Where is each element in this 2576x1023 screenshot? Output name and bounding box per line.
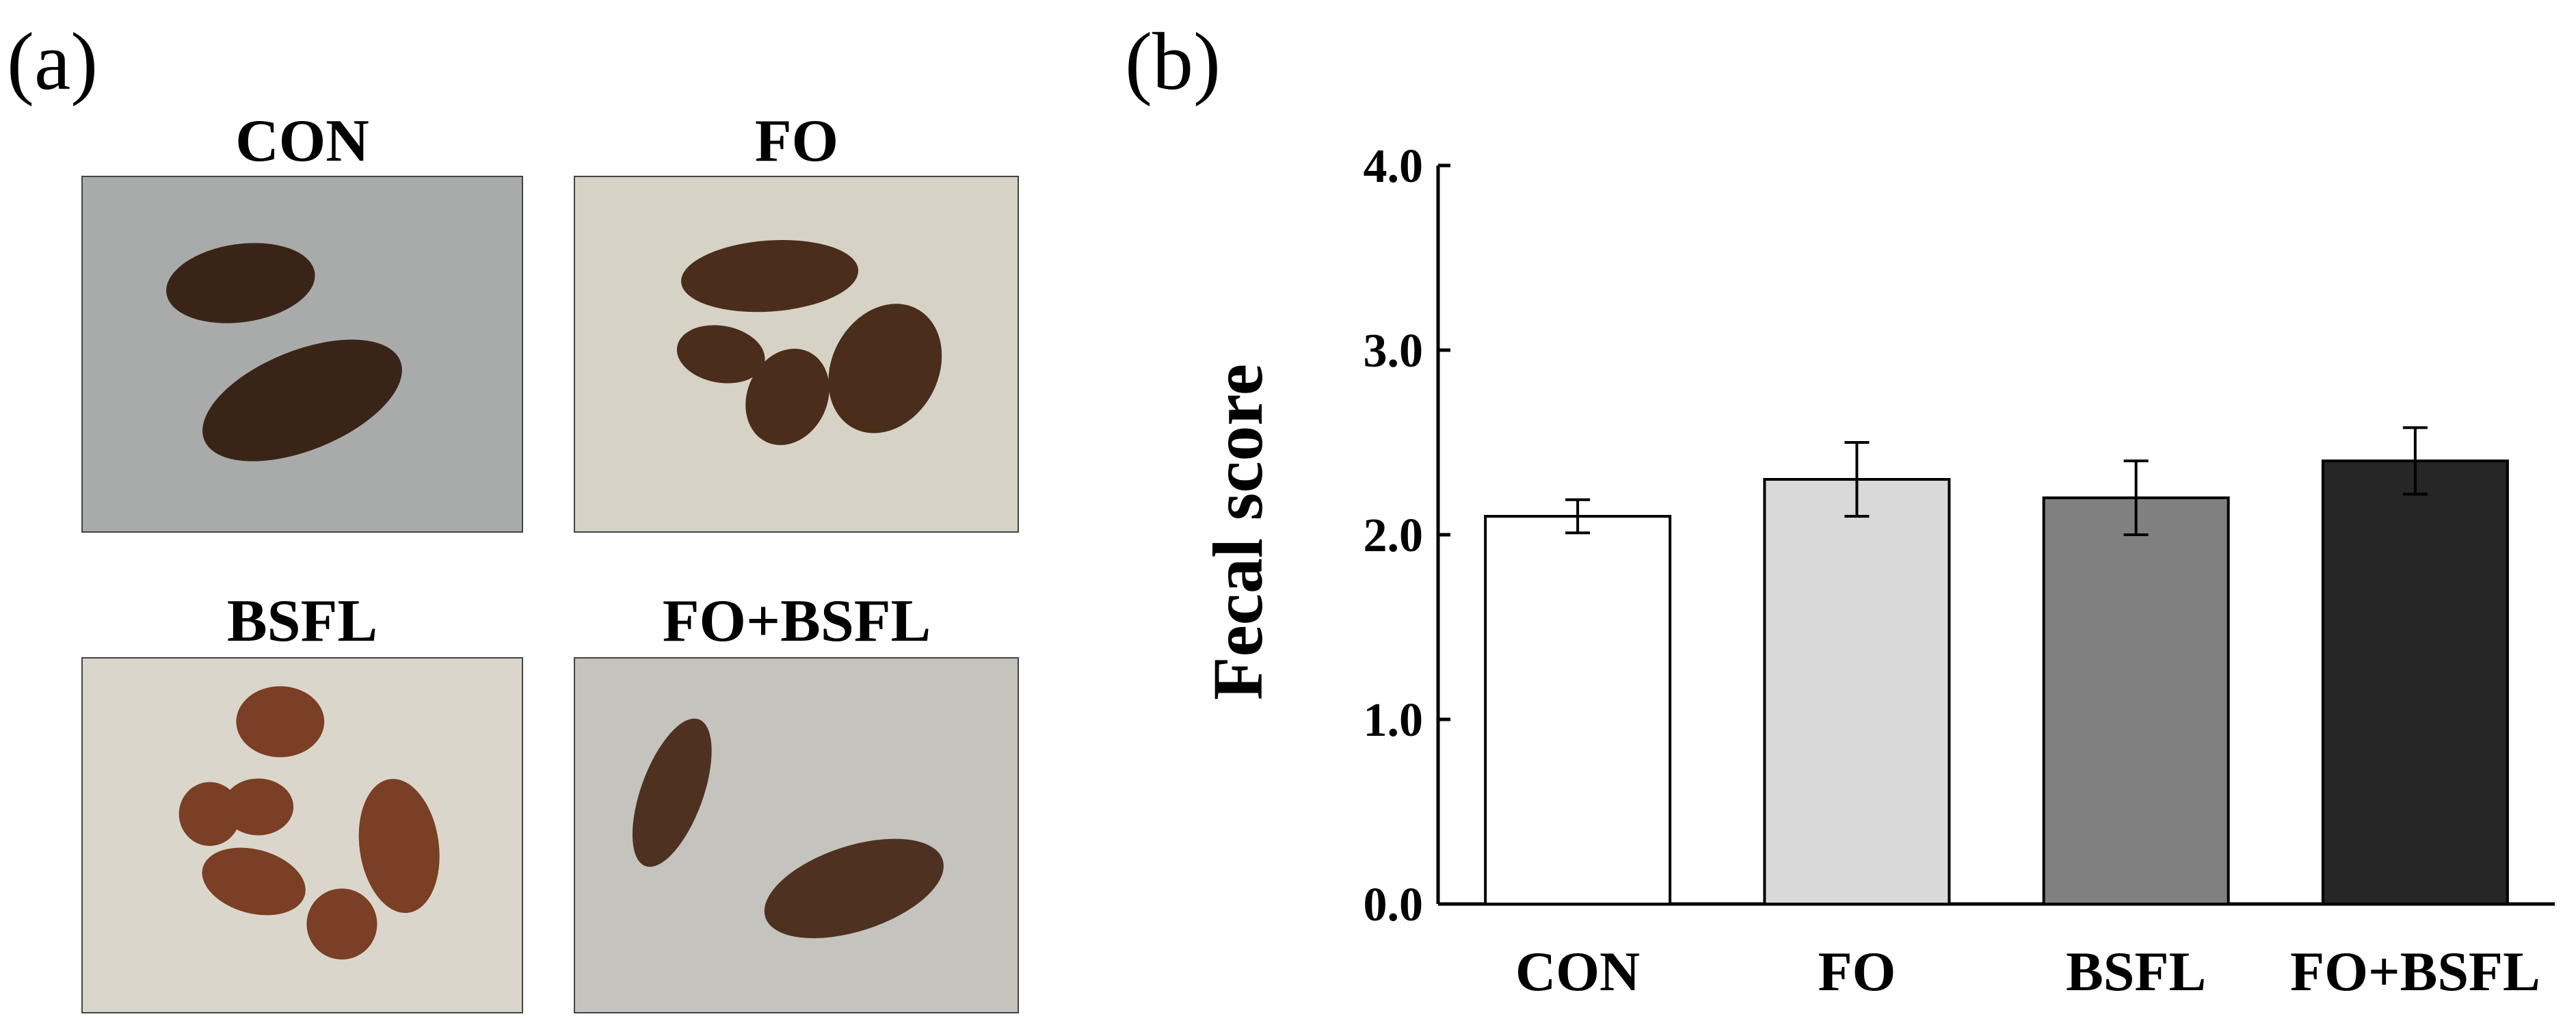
feces-sample [306, 888, 377, 960]
feces-sample [166, 243, 315, 323]
bar-chart: 0.0 1.0 2.0 3.0 4.0 CON FO BSFL FO+BSFL Fecal s… [1199, 140, 2555, 1002]
y-axis-title: Fecal score [1199, 364, 1277, 700]
feces-sample [764, 838, 944, 939]
photo-panel: CON [81, 108, 523, 533]
photo-title: BSFL [227, 588, 377, 654]
bar [1763, 478, 1951, 905]
y-tick-label: 2.0 [1364, 509, 1424, 562]
x-tick-label: BSFL [2066, 940, 2206, 1002]
x-tick-label: FO [1818, 940, 1896, 1002]
error-bars-group [1565, 426, 2428, 536]
y-tick-label: 1.0 [1364, 694, 1424, 747]
feces-sample [202, 339, 402, 462]
feces-sample [681, 239, 859, 313]
photo-title: FO [755, 108, 838, 174]
feces-sample [828, 304, 942, 434]
panel-b-label: (b) [1125, 16, 1221, 107]
bar [1484, 515, 1672, 905]
feces-sample [358, 779, 440, 914]
panel-a-label: (a) [7, 16, 98, 107]
feces-sample [223, 778, 294, 836]
y-tick-label: 3.0 [1364, 325, 1424, 377]
y-tick-label: 0.0 [1364, 879, 1424, 931]
bar [2042, 496, 2230, 905]
photo-panel: FO [574, 108, 1019, 533]
y-tick-label: 4.0 [1364, 140, 1424, 193]
x-axis: CON FO BSFL FO+BSFL [1438, 902, 2555, 1002]
feces-sample [632, 718, 712, 867]
y-axis: 0.0 1.0 2.0 3.0 4.0 [1364, 140, 1450, 931]
feces-sample [745, 348, 829, 445]
feces-sample [202, 847, 306, 916]
photo-grid: CON FO BSFL FO+BSFL [81, 108, 1019, 1013]
photo-panel: BSFL [81, 588, 523, 1013]
bars-group [1484, 460, 2509, 905]
x-tick-label: CON [1515, 940, 1640, 1002]
feces-sample [236, 686, 325, 758]
photo-title: FO+BSFL [663, 588, 931, 654]
bar [2321, 460, 2509, 905]
photo-panel: FO+BSFL [574, 588, 1019, 1013]
feces-sample [676, 325, 765, 384]
photo-title: CON [235, 108, 369, 174]
x-tick-label: FO+BSFL [2290, 940, 2540, 1002]
